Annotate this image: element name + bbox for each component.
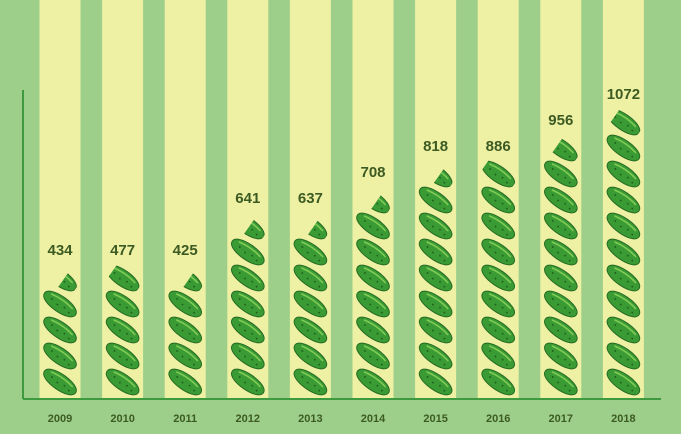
- cucumber-icon: [418, 238, 453, 266]
- cucumber-icon: [293, 264, 328, 292]
- cucumber-stack: [481, 160, 515, 396]
- value-labels: 434 477 425 641 637 708 818 886 956 1072: [47, 86, 640, 259]
- cucumber-icon: [606, 212, 641, 240]
- cucumber-icon: [544, 238, 578, 266]
- cucumber-icon: [481, 316, 515, 344]
- cucumber-icon: [481, 264, 515, 292]
- cucumber-icon: [544, 264, 578, 292]
- cucumber-icon: [43, 290, 77, 318]
- cucumber-icon: [293, 368, 328, 396]
- cucumber-icon: [418, 290, 453, 318]
- cucumber-icon: [606, 186, 641, 214]
- cucumber-icon: [418, 342, 453, 370]
- cucumber-icon: [481, 342, 515, 370]
- cucumber-icon: [231, 368, 265, 396]
- cucumber-icon: [606, 238, 641, 266]
- cucumber-icon: [418, 186, 453, 214]
- cucumber-icon: [231, 238, 265, 266]
- cucumber-icon: [418, 264, 453, 292]
- value-label: 477: [110, 242, 135, 259]
- category-label: 2014: [361, 413, 386, 425]
- cucumber-icon: [293, 238, 328, 266]
- cucumber-icon: [105, 316, 140, 344]
- category-label: 2009: [48, 413, 72, 425]
- cucumber-icon: [43, 316, 77, 344]
- cucumber-icon: [106, 264, 140, 292]
- cucumber-icon: [356, 290, 390, 318]
- category-label: 2018: [611, 413, 635, 425]
- cucumber-icon: [418, 316, 453, 344]
- value-label: 641: [235, 190, 260, 207]
- cucumber-icon: [105, 290, 140, 318]
- cucumber-icon: [606, 134, 641, 162]
- cucumber-stack: [544, 136, 578, 396]
- cucumber-icon: [356, 316, 390, 344]
- value-label: 708: [360, 164, 385, 181]
- cucumber-icon: [544, 368, 578, 396]
- cucumber-icon: [356, 238, 390, 266]
- cucumber-icon: [418, 212, 453, 240]
- cucumber-icon: [105, 368, 140, 396]
- category-label: 2010: [110, 413, 134, 425]
- cucumber-icon: [231, 342, 265, 370]
- value-label: 818: [423, 138, 448, 155]
- cucumber-icon: [606, 160, 641, 188]
- cucumber-icon: [418, 368, 453, 396]
- cucumber-icon: [544, 186, 578, 214]
- cucumber-icon: [544, 290, 578, 318]
- cucumber-icon: [231, 290, 265, 318]
- cucumber-icon: [231, 316, 265, 344]
- value-label: 637: [298, 190, 323, 207]
- cucumber-icon: [356, 212, 390, 240]
- category-labels: 2009 2010 2011 2012 2013 2014 2015 2016 2017 2018: [48, 413, 636, 425]
- cucumber-icon: [168, 368, 202, 396]
- category-label: 2011: [173, 413, 197, 425]
- cucumber-icon: [481, 186, 515, 214]
- value-label: 425: [173, 242, 198, 259]
- cucumber-icon: [544, 212, 578, 240]
- category-label: 2017: [549, 413, 573, 425]
- cucumber-icon: [105, 342, 140, 370]
- category-label: 2015: [423, 413, 447, 425]
- cucumber-icon: [356, 264, 390, 292]
- category-label: 2013: [298, 413, 322, 425]
- cucumber-icon: [544, 316, 578, 344]
- cucumber-icon: [544, 160, 578, 188]
- cucumber-icon: [481, 290, 515, 318]
- cucumber-icon: [168, 342, 202, 370]
- cucumber-icon: [606, 368, 641, 396]
- cucumber-icon: [356, 368, 390, 396]
- cucumber-icon: [481, 238, 515, 266]
- cucumber-icon: [606, 264, 641, 292]
- cucumber-icon: [293, 342, 328, 370]
- cucumber-stack: [293, 218, 328, 396]
- cucumber-icon: [606, 316, 641, 344]
- cucumber-icon: [43, 342, 77, 370]
- cucumber-icon: [293, 290, 328, 318]
- cucumber-icon: [544, 342, 578, 370]
- cucumber-stack: [105, 264, 140, 396]
- category-label: 2012: [236, 413, 260, 425]
- cucumber-icon: [168, 316, 202, 344]
- value-label: 434: [47, 242, 73, 259]
- cucumber-icon: [481, 368, 515, 396]
- cucumber-icon: [606, 342, 641, 370]
- value-label: 1072: [607, 86, 640, 103]
- cucumber-icon: [293, 316, 328, 344]
- cucumber-icon: [168, 290, 202, 318]
- cucumber-stacks: [43, 108, 641, 396]
- cucumber-icon: [356, 342, 390, 370]
- value-label: 956: [548, 112, 573, 129]
- cucumber-icon: [481, 212, 515, 240]
- value-label: 886: [486, 138, 511, 155]
- cucumber-icon: [606, 290, 641, 318]
- cucumber-icon: [231, 264, 265, 292]
- category-label: 2016: [486, 413, 510, 425]
- cucumber-icon: [43, 368, 77, 396]
